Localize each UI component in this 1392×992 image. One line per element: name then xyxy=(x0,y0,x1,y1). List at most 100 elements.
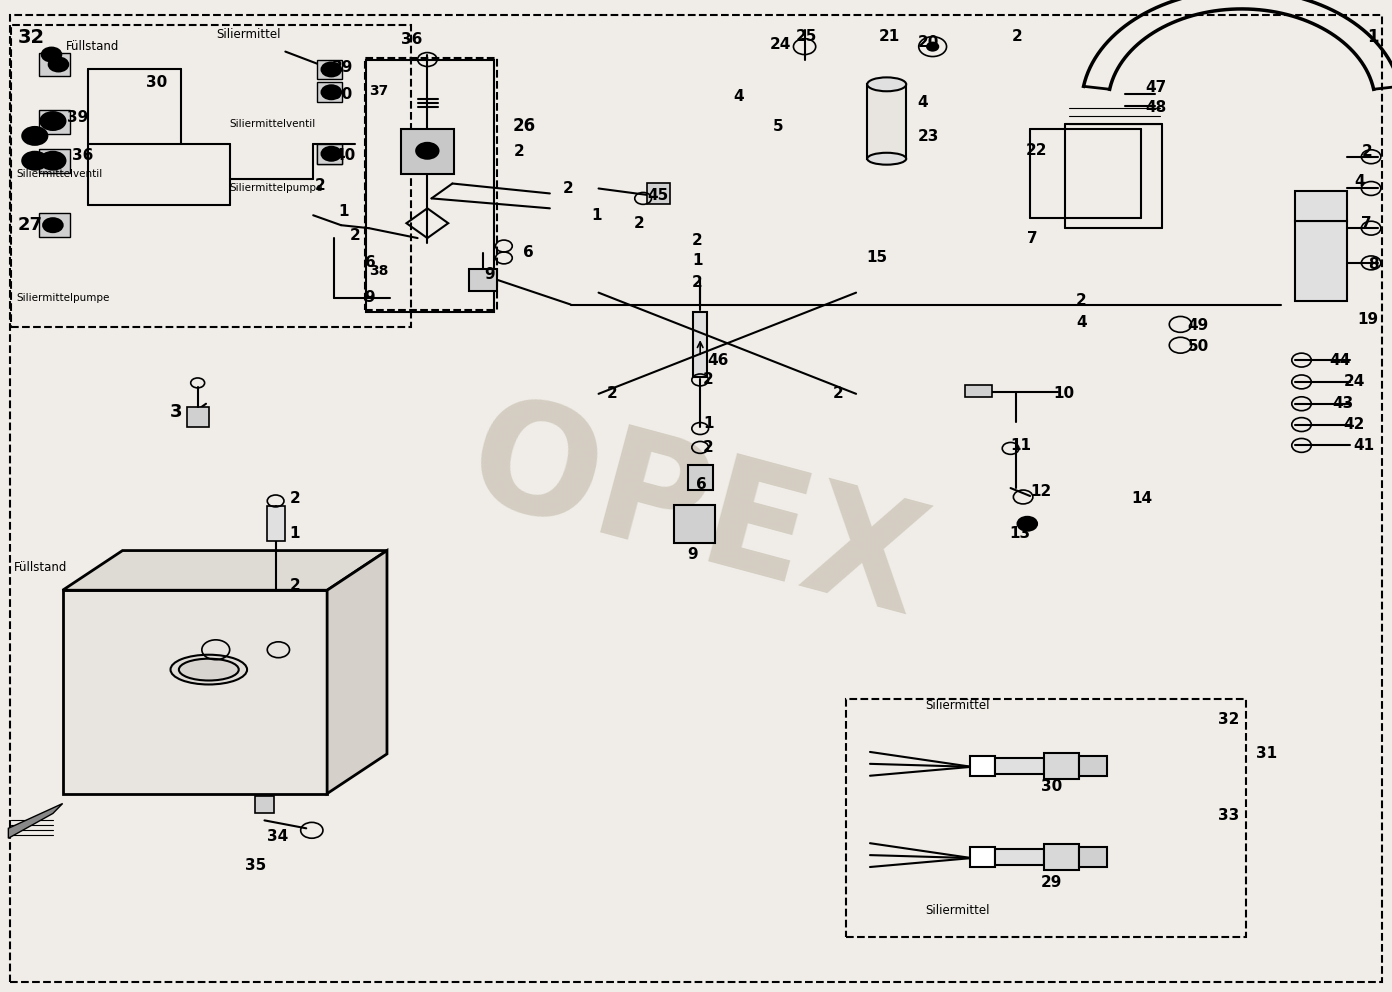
Bar xyxy=(1044,753,1079,779)
Circle shape xyxy=(40,112,65,130)
Text: 2: 2 xyxy=(692,275,703,291)
Text: 45: 45 xyxy=(647,187,668,203)
Text: 12: 12 xyxy=(1030,483,1051,499)
Circle shape xyxy=(322,62,341,76)
Text: 22: 22 xyxy=(1026,143,1047,159)
Text: 9: 9 xyxy=(484,267,496,283)
Text: Siliermittelventil: Siliermittelventil xyxy=(230,119,316,129)
Text: 8: 8 xyxy=(1368,257,1379,273)
Bar xyxy=(970,756,995,776)
Text: 6: 6 xyxy=(696,476,707,492)
Text: 1: 1 xyxy=(692,253,703,269)
Text: Füllstand: Füllstand xyxy=(14,560,67,574)
Text: 37: 37 xyxy=(369,84,388,98)
Bar xyxy=(317,60,342,79)
Text: 2: 2 xyxy=(290,491,301,507)
Bar xyxy=(267,506,285,541)
Bar xyxy=(1079,847,1107,867)
Text: 2: 2 xyxy=(607,386,618,402)
Text: 15: 15 xyxy=(866,250,887,266)
Bar xyxy=(469,269,497,291)
Text: 20: 20 xyxy=(917,35,938,51)
Bar xyxy=(365,58,497,310)
Bar xyxy=(401,129,454,174)
Circle shape xyxy=(322,85,341,99)
Text: 9: 9 xyxy=(688,547,699,562)
Text: 44: 44 xyxy=(1329,352,1350,368)
Text: 4: 4 xyxy=(917,94,928,110)
Bar xyxy=(995,758,1044,774)
Text: 38: 38 xyxy=(369,264,388,278)
Bar xyxy=(1295,191,1347,221)
Bar xyxy=(965,385,992,397)
Text: 7: 7 xyxy=(1361,215,1373,231)
Text: 24: 24 xyxy=(1343,374,1364,390)
Text: 1: 1 xyxy=(1367,28,1378,46)
Ellipse shape xyxy=(170,655,248,684)
Text: OPEX: OPEX xyxy=(452,384,940,648)
Text: 2: 2 xyxy=(290,577,301,593)
Bar xyxy=(63,590,327,794)
Text: Siliermittel: Siliermittel xyxy=(926,904,990,918)
Text: 1: 1 xyxy=(290,526,301,542)
Bar xyxy=(366,60,494,312)
Text: 30: 30 xyxy=(1041,779,1062,795)
Text: 25: 25 xyxy=(796,29,817,45)
Text: 2: 2 xyxy=(1012,29,1023,45)
Bar xyxy=(995,849,1044,865)
Text: 36: 36 xyxy=(72,148,93,164)
Text: 33: 33 xyxy=(1218,807,1239,823)
Text: 7: 7 xyxy=(1027,230,1038,246)
Text: 26: 26 xyxy=(512,117,536,135)
Text: 4: 4 xyxy=(1076,314,1087,330)
Bar xyxy=(39,213,70,237)
Text: 35: 35 xyxy=(245,857,266,873)
Text: 4: 4 xyxy=(1354,174,1366,189)
Text: 14: 14 xyxy=(1132,491,1153,507)
Bar xyxy=(1295,221,1347,301)
Circle shape xyxy=(49,58,68,71)
Text: 11: 11 xyxy=(1011,437,1031,453)
Polygon shape xyxy=(63,551,387,590)
Text: 2: 2 xyxy=(315,178,326,193)
Text: 2: 2 xyxy=(1361,144,1373,160)
Text: 2: 2 xyxy=(1076,293,1087,309)
Bar xyxy=(1044,844,1079,870)
Circle shape xyxy=(43,218,63,232)
Text: 36: 36 xyxy=(401,32,422,48)
Text: 32: 32 xyxy=(18,28,45,48)
Text: 1: 1 xyxy=(703,416,714,432)
Text: 42: 42 xyxy=(1343,417,1364,433)
Circle shape xyxy=(40,152,65,170)
Bar xyxy=(11,25,411,327)
Text: 1: 1 xyxy=(592,207,603,223)
Bar xyxy=(867,84,906,159)
Ellipse shape xyxy=(867,153,906,165)
Text: 1: 1 xyxy=(338,203,349,219)
Polygon shape xyxy=(327,551,387,794)
Text: 2: 2 xyxy=(633,215,644,231)
Text: 9: 9 xyxy=(365,290,376,306)
Bar xyxy=(970,847,995,867)
Text: 30: 30 xyxy=(331,86,352,102)
Text: 2: 2 xyxy=(562,181,574,196)
Text: 2: 2 xyxy=(349,227,361,243)
Text: 21: 21 xyxy=(878,29,899,45)
Text: 2: 2 xyxy=(703,439,714,455)
Text: 13: 13 xyxy=(1009,526,1030,542)
Bar xyxy=(255,796,274,813)
Circle shape xyxy=(416,143,438,159)
Bar xyxy=(39,149,70,173)
Circle shape xyxy=(1018,517,1037,531)
Text: 46: 46 xyxy=(707,352,728,368)
Text: 3: 3 xyxy=(170,403,182,421)
Bar xyxy=(317,144,342,164)
Text: Siliermittelventil: Siliermittelventil xyxy=(17,169,103,179)
Text: 49: 49 xyxy=(1187,317,1208,333)
Bar xyxy=(39,110,70,134)
Text: 4: 4 xyxy=(734,88,745,104)
Text: 48: 48 xyxy=(1146,99,1166,115)
Text: Siliermittelpumpe: Siliermittelpumpe xyxy=(17,293,110,303)
Text: 10: 10 xyxy=(1054,386,1075,402)
Text: 47: 47 xyxy=(1146,79,1166,95)
